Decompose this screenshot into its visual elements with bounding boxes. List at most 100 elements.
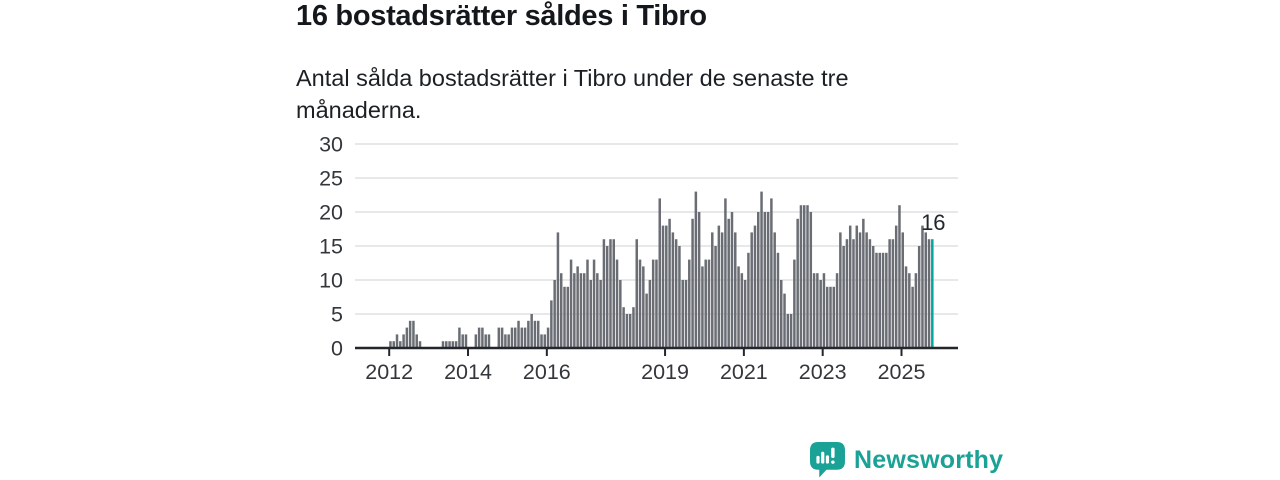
bar: [655, 259, 658, 348]
x-tick-label: 2025: [878, 360, 926, 384]
bar: [809, 212, 813, 348]
bar: [911, 286, 914, 348]
bar: [559, 273, 563, 348]
bar: [793, 259, 796, 348]
newsworthy-speech-bubble-chart-icon: [810, 442, 845, 478]
bar: [914, 273, 918, 348]
bar: [612, 239, 616, 348]
bar: [520, 327, 524, 348]
bar: [415, 334, 418, 348]
bar: [628, 314, 632, 348]
brand-name: Newsworthy: [854, 445, 1004, 474]
bar: [615, 259, 619, 348]
bar: [848, 225, 852, 348]
bar: [405, 327, 409, 348]
bar: [865, 232, 868, 348]
bar: [510, 327, 514, 348]
bar: [632, 307, 635, 348]
y-tick-label: 10: [319, 269, 343, 293]
bar: [750, 232, 753, 348]
bar: [845, 239, 849, 348]
bar: [599, 280, 602, 348]
bar: [688, 259, 691, 348]
y-tick-label: 30: [319, 133, 343, 157]
bar: [609, 239, 612, 348]
bar: [484, 334, 487, 348]
y-tick-label: 15: [319, 235, 343, 259]
bar: [458, 327, 461, 348]
bar: [635, 239, 638, 348]
bar: [881, 252, 885, 348]
bar: [855, 225, 859, 348]
y-tick-label: 0: [331, 337, 343, 361]
bar: [451, 341, 455, 348]
bar: [832, 286, 836, 348]
bar: [704, 259, 707, 348]
bar: [674, 239, 678, 348]
x-tick-label: 2012: [365, 360, 413, 384]
bar: [770, 198, 773, 348]
bar: [579, 273, 583, 348]
bar: [513, 327, 517, 348]
bar: [540, 334, 543, 348]
highlight-bar: [931, 239, 934, 348]
bar: [806, 205, 809, 348]
bar: [418, 341, 422, 348]
bar: [569, 259, 573, 348]
bar: [671, 232, 675, 348]
bar: [737, 266, 740, 348]
bar: [441, 341, 445, 348]
bar: [392, 341, 395, 348]
bar: [707, 259, 711, 348]
bar: [740, 273, 744, 348]
bar: [786, 314, 790, 348]
bar: [717, 225, 721, 348]
bar: [757, 212, 760, 348]
bar: [668, 218, 671, 348]
bar: [497, 327, 501, 348]
bar: [681, 280, 684, 348]
bar: [576, 266, 579, 348]
bar: [678, 246, 681, 348]
bar: [852, 239, 855, 348]
x-axis-line: [355, 346, 958, 356]
bar: [661, 225, 665, 348]
bar: [908, 273, 911, 348]
bar: [904, 266, 908, 348]
bar: [481, 327, 484, 348]
bar: [868, 239, 872, 348]
bar: [901, 232, 904, 348]
y-tick-label: 20: [319, 201, 343, 225]
last-value-label: 16: [921, 210, 945, 235]
bar: [799, 205, 803, 348]
bar: [711, 232, 714, 348]
x-tick-label: 2021: [720, 360, 768, 384]
bar: [835, 273, 839, 348]
bar: [816, 273, 819, 348]
bar: [389, 341, 392, 348]
bar: [776, 252, 780, 348]
chart-subtitle: Antal sålda bostadsrätter i Tibro under …: [296, 65, 849, 123]
bar: [697, 212, 701, 348]
bar: [862, 218, 865, 348]
bar: [878, 252, 882, 348]
bar: [898, 205, 901, 348]
bar: [730, 212, 734, 348]
bar: [645, 293, 648, 348]
x-tick-label: 2023: [799, 360, 847, 384]
bar: [888, 239, 891, 348]
bar: [566, 286, 570, 348]
bar: [556, 232, 560, 348]
bar: [487, 334, 491, 348]
bar: [773, 232, 776, 348]
bar: [753, 225, 757, 348]
bar: [533, 320, 537, 348]
bar: [408, 320, 412, 348]
bar: [802, 205, 806, 348]
bar: [714, 246, 717, 348]
bar: [477, 327, 481, 348]
bar: [783, 293, 786, 348]
bar: [454, 341, 458, 348]
bar: [780, 280, 783, 348]
newsworthy-brand: Newsworthy: [810, 442, 1003, 478]
